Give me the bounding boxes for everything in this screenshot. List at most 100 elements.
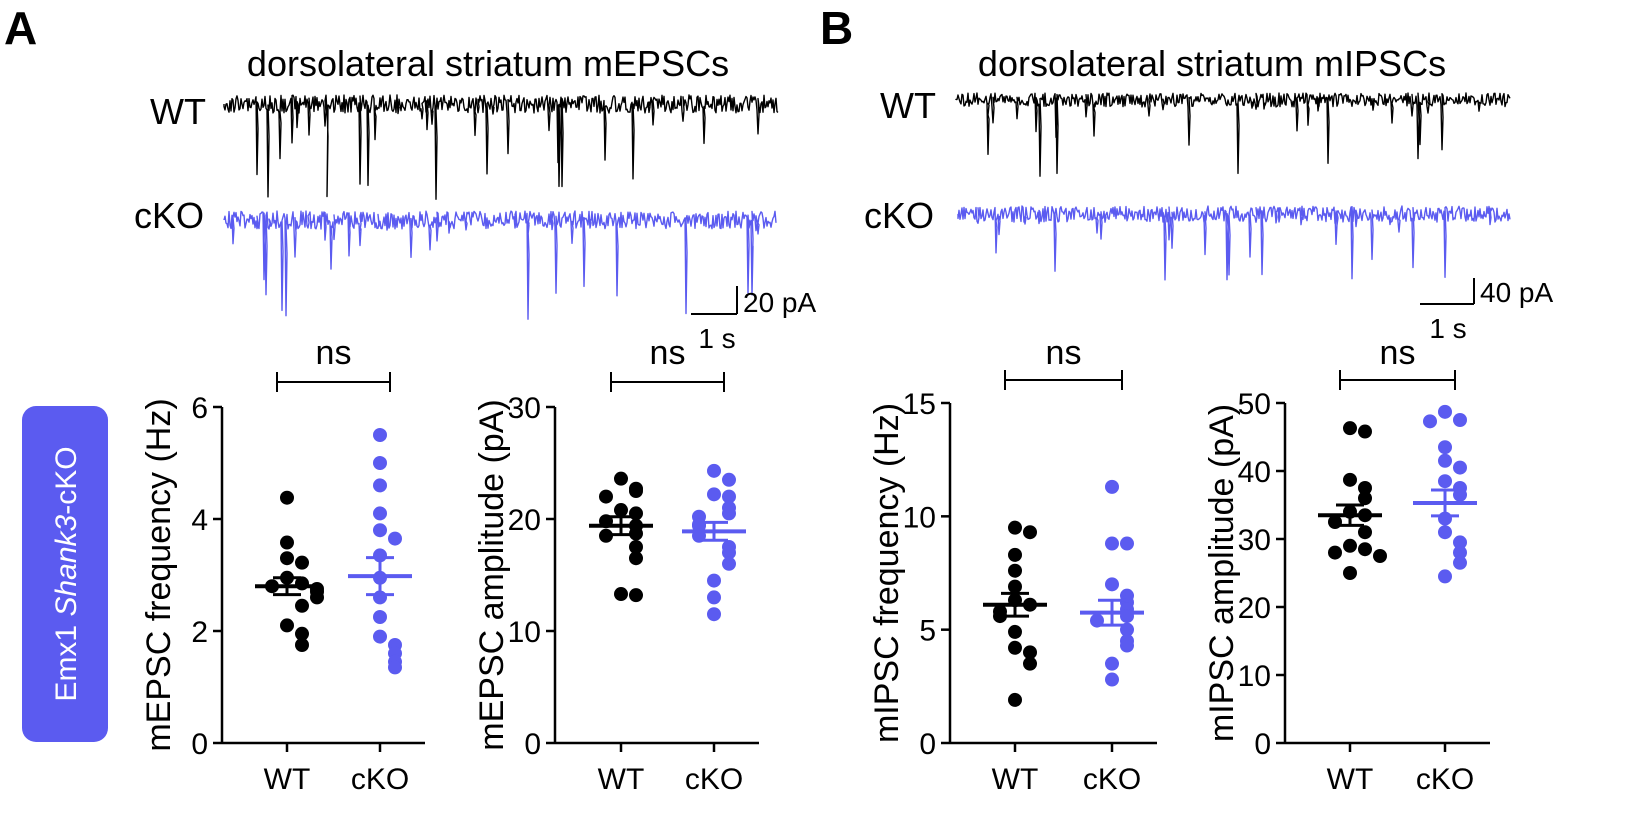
data-point xyxy=(373,478,387,493)
x-tick-label: cKO xyxy=(685,763,743,796)
data-point xyxy=(1438,525,1452,540)
panel-a-wt-trace-label: WT xyxy=(150,91,206,132)
data-point xyxy=(599,528,613,543)
data-point xyxy=(1358,424,1372,439)
genotype-badge-gene: Shank3 xyxy=(50,514,83,616)
genotype-badge: Emx1 Shank3-cKO xyxy=(22,406,108,742)
significance-label: ns xyxy=(650,334,686,372)
data-point xyxy=(1008,563,1022,578)
mipsc-amplitude-plot: 0 10 20 30 40 50 WT cKO mIPSC amplitude (pA) ns xyxy=(1203,334,1490,796)
cko-trace-line xyxy=(223,210,777,320)
data-point xyxy=(1438,474,1452,489)
data-point xyxy=(295,626,309,641)
data-point xyxy=(1453,555,1467,570)
data-point xyxy=(280,535,294,550)
cko-trace-line xyxy=(957,205,1511,281)
data-point xyxy=(1008,547,1022,562)
data-point xyxy=(614,503,628,518)
data-point xyxy=(707,607,721,622)
x-tick-label: WT xyxy=(1327,763,1374,796)
data-point xyxy=(373,523,387,538)
x-tick-label: WT xyxy=(598,763,645,796)
mepsc-frequency-plot: 0 2 4 6 WT cKO mEPSC frequency (Hz) ns xyxy=(140,334,425,796)
genotype-badge-prefix: Emx1 xyxy=(50,617,83,702)
data-point xyxy=(707,487,721,502)
panel-a-scale-x-label: 1 s xyxy=(698,323,735,354)
data-point xyxy=(1105,577,1119,592)
mepsc-amplitude-plot: 0 10 20 30 WT cKO mEPSC amplitude (pA) ns xyxy=(473,334,759,796)
data-point xyxy=(388,660,402,675)
y-tick-label: 5 xyxy=(919,615,936,648)
data-point xyxy=(1438,569,1452,584)
data-point xyxy=(1105,656,1119,671)
data-point xyxy=(1023,525,1037,540)
data-point xyxy=(629,588,643,603)
significance-label: ns xyxy=(316,334,352,372)
data-point xyxy=(280,490,294,505)
data-point xyxy=(722,506,736,521)
y-axis-label: mIPSC frequency (Hz) xyxy=(868,403,906,743)
data-point xyxy=(599,489,613,504)
panel-a-cko-trace-label: cKO xyxy=(134,195,204,236)
data-point xyxy=(1008,692,1022,707)
y-tick-label: 50 xyxy=(1238,388,1271,421)
y-axis-label: mEPSC amplitude (pA) xyxy=(473,399,511,750)
data-point xyxy=(722,556,736,571)
data-point xyxy=(1008,579,1022,594)
genotype-badge-background xyxy=(22,406,108,742)
panel-b-wt-trace-label: WT xyxy=(880,85,936,126)
x-tick-label: WT xyxy=(264,763,311,796)
panel-b-cko-trace-label: cKO xyxy=(864,195,934,236)
y-tick-label: 4 xyxy=(191,504,208,537)
x-tick-label: cKO xyxy=(1083,763,1141,796)
y-tick-label: 0 xyxy=(919,728,936,761)
data-point xyxy=(295,598,309,613)
significance-label: ns xyxy=(1380,334,1416,372)
data-point xyxy=(1120,536,1134,551)
data-point xyxy=(629,484,643,498)
data-point xyxy=(614,471,628,486)
data-point xyxy=(707,590,721,605)
mipsc-frequency-plot: 0 5 10 15 WT cKO mIPSC frequency (Hz) ns xyxy=(868,334,1157,796)
data-point xyxy=(993,609,1007,624)
data-point xyxy=(1008,624,1022,639)
panel-a-scale-bar: 20 pA 1 s xyxy=(691,286,816,354)
data-point xyxy=(1008,640,1022,655)
y-tick-label: 30 xyxy=(1238,524,1271,557)
data-point xyxy=(1343,538,1357,553)
genotype-badge-label: Emx1 Shank3-cKO xyxy=(50,446,83,701)
x-tick-label: WT xyxy=(992,763,1039,796)
panel-b-scale-x-label: 1 s xyxy=(1429,313,1466,344)
data-point xyxy=(1358,491,1372,506)
data-point xyxy=(1438,404,1452,419)
data-point xyxy=(1023,645,1037,660)
y-tick-label: 10 xyxy=(903,501,936,534)
x-tick-label: cKO xyxy=(1416,763,1474,796)
y-tick-label: 6 xyxy=(191,392,208,425)
data-point xyxy=(1105,536,1119,551)
y-tick-label: 15 xyxy=(903,388,936,421)
panel-b-scale-y-label: 40 pA xyxy=(1480,277,1553,308)
data-point xyxy=(373,428,387,442)
data-point xyxy=(373,506,387,521)
data-point xyxy=(1358,525,1372,540)
data-point xyxy=(1438,453,1452,468)
y-tick-label: 20 xyxy=(1238,592,1271,625)
data-point xyxy=(373,456,387,470)
x-tick-label: cKO xyxy=(351,763,409,796)
y-axis-label: mIPSC amplitude (pA) xyxy=(1203,404,1241,742)
data-point xyxy=(295,555,309,570)
y-tick-label: 10 xyxy=(508,616,541,649)
data-point xyxy=(707,463,721,478)
data-point xyxy=(1343,421,1357,436)
data-point xyxy=(1373,549,1387,563)
y-tick-label: 0 xyxy=(524,728,541,761)
data-point xyxy=(1023,656,1037,671)
panel-b-title: dorsolateral striatum mIPSCs xyxy=(978,43,1446,84)
data-point xyxy=(1453,535,1467,550)
data-point xyxy=(629,526,643,541)
panel-a-title: dorsolateral striatum mEPSCs xyxy=(247,43,729,84)
data-point xyxy=(614,587,628,602)
data-point xyxy=(373,629,387,644)
